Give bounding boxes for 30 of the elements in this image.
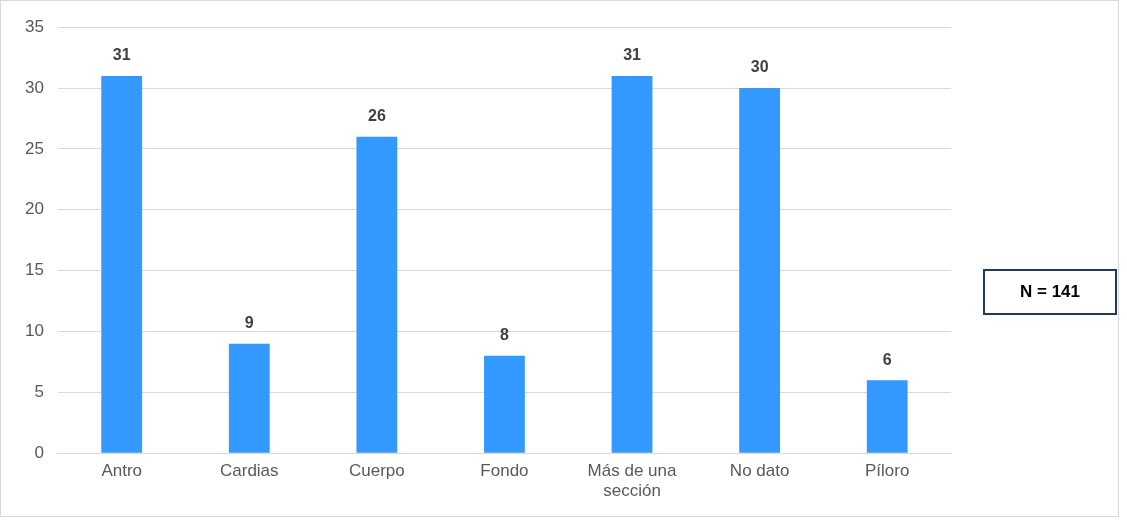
data-label: 6: [882, 350, 892, 368]
data-label: 31: [623, 46, 642, 64]
data-label: 31: [112, 46, 131, 64]
bar: [484, 355, 525, 453]
x-tick-label: Cuerpo: [348, 461, 405, 481]
x-tick-label: Píloro: [865, 461, 910, 481]
bar: [356, 136, 398, 453]
bar: [611, 75, 653, 453]
y-tick-label: 35: [24, 16, 44, 36]
bar: [739, 88, 781, 453]
data-label: 26: [367, 107, 386, 125]
y-tick-label: 10: [24, 321, 44, 341]
x-tick-label: No dato: [729, 461, 790, 481]
y-tick-label: 30: [24, 77, 44, 97]
x-tick-label: Cardias: [219, 461, 279, 481]
y-tick-label: 15: [24, 260, 44, 280]
bar: [866, 380, 908, 453]
y-tick-label: 25: [24, 138, 44, 158]
data-label: 9: [244, 314, 254, 332]
text: N = 141: [983, 269, 1117, 315]
y-tick-label: 20: [24, 199, 44, 219]
x-tick-label: Fondo: [480, 461, 529, 481]
bar: [101, 75, 143, 453]
bar: [228, 343, 270, 453]
y-tick-label: 0: [34, 442, 44, 462]
data-label: 30: [750, 58, 769, 76]
x-tick-label: Antro: [101, 461, 143, 481]
x-tick-label: Más de una sección: [587, 461, 677, 501]
data-label: 8: [500, 326, 509, 344]
y-tick-label: 5: [34, 382, 44, 402]
